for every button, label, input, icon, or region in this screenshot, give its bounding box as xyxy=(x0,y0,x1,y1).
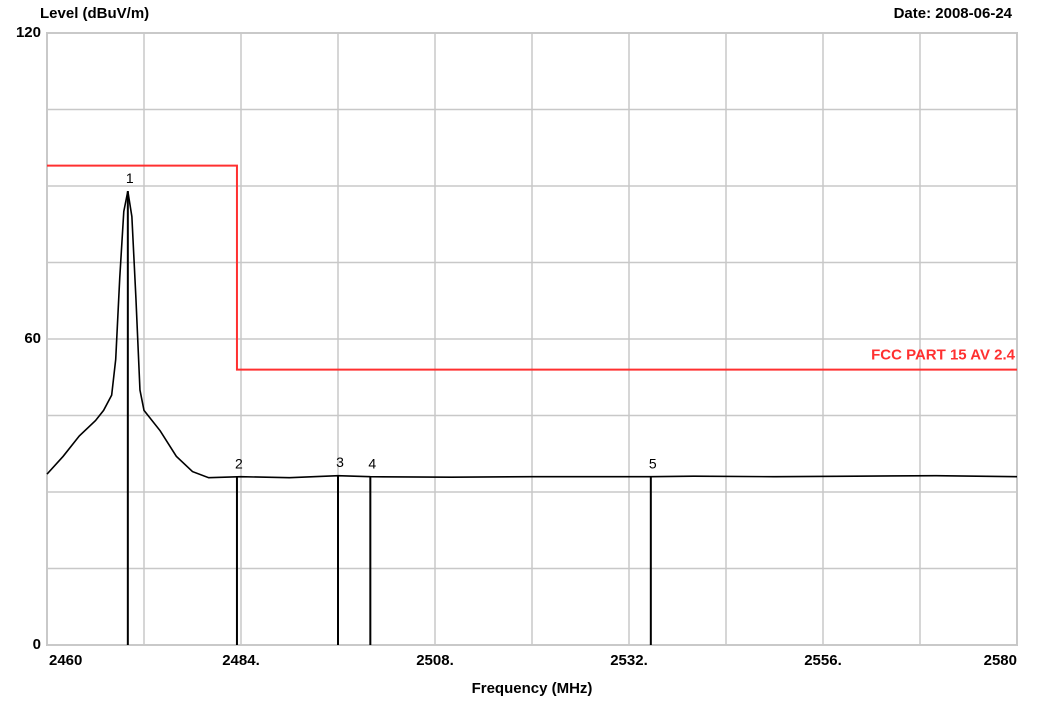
x-tick-label: 2580 xyxy=(984,652,1017,669)
y-tick-label: 60 xyxy=(24,330,41,347)
y-axis-label: Level (dBuV/m) xyxy=(40,5,149,22)
x-tick-label: 2484. xyxy=(222,652,260,669)
x-tick-label: 2508. xyxy=(416,652,454,669)
x-tick-label: 2460 xyxy=(49,652,82,669)
date: Date: 2008-06-24 xyxy=(894,5,1013,22)
limit-line xyxy=(47,164,1017,371)
y-tick-label: 120 xyxy=(16,24,41,41)
marker-label: 3 xyxy=(336,454,344,470)
marker-label: 4 xyxy=(368,455,376,471)
marker-label: 1 xyxy=(126,170,134,186)
x-axis-label: Frequency (MHz) xyxy=(472,680,593,697)
limit-label: FCC PART 15 AV 2.4 xyxy=(871,347,1016,364)
marker-label: 5 xyxy=(649,455,657,471)
x-tick-label: 2556. xyxy=(804,652,842,669)
y-tick-label: 0 xyxy=(33,636,41,653)
x-tick-label: 2532. xyxy=(610,652,648,669)
marker-label: 2 xyxy=(235,455,243,471)
